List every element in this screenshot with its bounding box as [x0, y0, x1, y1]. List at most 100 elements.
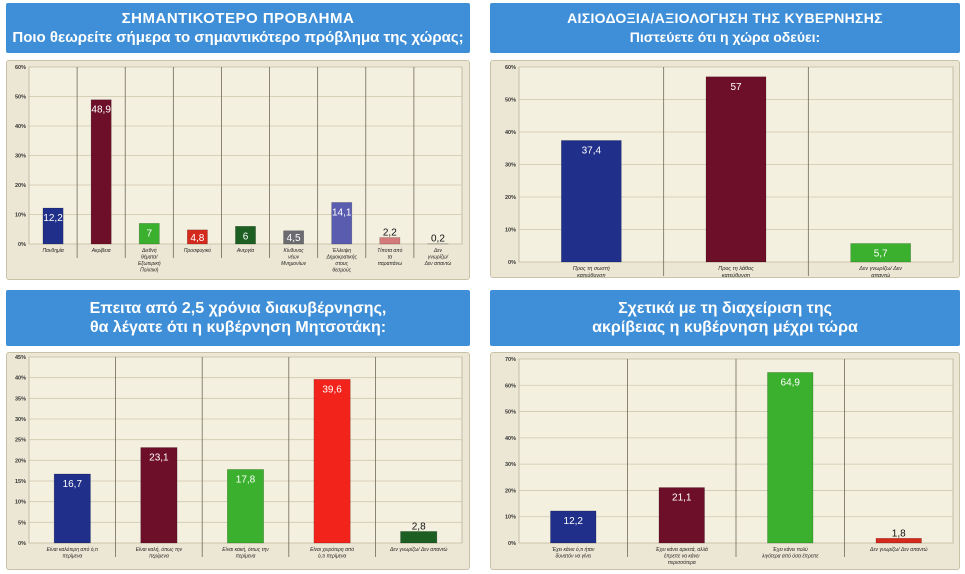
chart-area: 0% 10% 20% 30% 40% 50% 60% 70% 12,2 Έχει κάνει ό,… [490, 352, 960, 570]
y-tick-label: 50% [15, 95, 26, 101]
chart-header: Σχετικά με τη διαχείριση της ακρίβειας η… [490, 290, 960, 346]
bar-chart: 0% 5% 10% 15% 20% 25% 30% 35% 40% 45% 16,7 Είναι κα… [15, 355, 463, 560]
y-tick-label: 10% [505, 228, 516, 234]
y-tick-label: 50% [505, 410, 516, 416]
bar [186, 229, 208, 245]
bar [313, 379, 351, 544]
x-tick-label: Είναι κακή, όπως την περίμενα [222, 546, 269, 560]
y-tick-label: 10% [15, 500, 26, 506]
x-tick-label: Τίποτα από τα παραπάνω [377, 247, 402, 267]
chart-panel-problem: ΣΗΜΑΝΤΙΚΟΤΕΡΟ ΠΡΟΒΛΗΜΑ Ποιο θεωρείτε σήμ… [6, 3, 470, 280]
bar [875, 537, 922, 544]
bar [90, 99, 112, 245]
data-label: 64,9 [781, 377, 801, 388]
chart-title: Επειτα από 2,5 χρόνια διακυβέρνησης, [89, 300, 387, 317]
data-label: 0,2 [431, 233, 445, 244]
bar [331, 202, 353, 245]
x-tick-label: Δεν γνωρίζω/ Δεν απαντώ [869, 546, 928, 553]
x-tick-label: Έχει κάνει αρκετά, αλλά έπρεπε να κάνει πε… [656, 547, 708, 566]
data-label: 57 [730, 82, 742, 93]
y-tick-label: 30% [15, 154, 26, 160]
chart-panel-prices: Σχετικά με τη διαχείριση της ακρίβειας η… [490, 290, 960, 570]
chart-subtitle: Ποιο θεωρείτε σήμερα το σημαντικότερο πρ… [12, 29, 464, 46]
x-tick-label: Δεν γνωρίζω/ Δεν απαντώ [858, 266, 902, 277]
chart-subtitle: θα λέγατε ότι η κυβέρνηση Μητσοτάκη: [89, 319, 387, 336]
chart-header: Επειτα από 2,5 χρόνια διακυβέρνησης, θα … [6, 290, 470, 346]
y-tick-label: 40% [15, 124, 26, 130]
chart-title: ΑΙΣΙΟΔΟΞΙΑ/ΑΞΙΟΛΟΓΗΣΗ ΤΗΣ ΚΥΒΕΡΝΗΣΗΣ [567, 10, 883, 26]
bar [705, 76, 767, 263]
data-label: 1,8 [892, 528, 906, 539]
chart-title: Σχετικά με τη διαχείριση της [618, 300, 832, 317]
bar [227, 469, 264, 544]
chart-area: 0% 10% 20% 30% 40% 50% 60% 12,2 Πανδημία 48,9 Ακρί… [6, 60, 470, 280]
bar [400, 531, 438, 544]
x-tick-label: Προς τη σωστή κατεύθυνση [573, 265, 610, 277]
bar [427, 243, 449, 245]
x-tick-label: Είναι καλύτερη από ό,τι περίμενα [47, 546, 99, 560]
y-tick-label: 40% [505, 436, 516, 442]
y-tick-label: 70% [505, 357, 516, 363]
chart-area: 0% 5% 10% 15% 20% 25% 30% 35% 40% 45% 16,7 Είναι κα… [6, 352, 470, 570]
bar [550, 510, 597, 544]
y-tick-label: 30% [15, 417, 26, 423]
bar-chart: 0% 10% 20% 30% 40% 50% 60% 70% 12,2 Έχει κάνει ό,… [505, 357, 954, 566]
bar-chart: 0% 10% 20% 30% 40% 50% 60% 37,4 Προς τη σωστή κατ… [505, 65, 954, 277]
data-label: 39,6 [322, 384, 342, 395]
x-tick-label: Είναι καλή, όπως την περίμενα [136, 546, 183, 560]
y-tick-label: 25% [15, 438, 26, 444]
x-tick-label: Πανδημία [42, 248, 63, 254]
data-label: 12,2 [564, 516, 584, 527]
y-tick-label: 0% [18, 242, 26, 248]
y-tick-label: 40% [15, 376, 26, 382]
y-tick-label: 20% [505, 488, 516, 494]
y-tick-label: 5% [18, 520, 26, 526]
y-tick-label: 10% [505, 515, 516, 521]
data-label: 23,1 [149, 453, 169, 464]
data-label: 7 [146, 228, 152, 239]
x-tick-label: Είναι χειρότερη από ό,τι περίμενα [310, 546, 354, 560]
y-tick-label: 20% [15, 458, 26, 464]
x-tick-label: Έχει κάνει ό,τι ήταν δυνατόν να γίνει [552, 546, 595, 560]
data-label: 48,9 [91, 105, 111, 116]
y-tick-label: 35% [15, 396, 26, 402]
bar [379, 237, 401, 245]
bar [767, 372, 814, 544]
bar [42, 207, 64, 245]
y-tick-label: 60% [505, 65, 516, 71]
data-label: 2,2 [383, 228, 397, 239]
bar [658, 487, 705, 544]
x-tick-label: Ακρίβεια [91, 248, 111, 254]
data-label: 4,8 [190, 233, 204, 244]
y-tick-label: 0% [508, 541, 516, 547]
data-label: 14,1 [332, 207, 352, 218]
data-label: 6 [243, 231, 249, 242]
x-tick-label: Προς τη λάθος κατεύθυνση [718, 266, 754, 277]
y-tick-label: 30% [505, 462, 516, 468]
chart-header: ΣΗΜΑΝΤΙΚΟΤΕΡΟ ΠΡΟΒΛΗΜΑ Ποιο θεωρείτε σήμ… [6, 3, 470, 53]
y-tick-label: 30% [505, 163, 516, 169]
bar [283, 230, 305, 245]
y-tick-label: 50% [505, 98, 516, 104]
bar [53, 473, 91, 544]
bar [561, 140, 622, 263]
y-tick-label: 10% [15, 213, 26, 219]
bar-chart: 0% 10% 20% 30% 40% 50% 60% 12,2 Πανδημία 48,9 Ακρί… [15, 65, 463, 274]
data-label: 12,2 [43, 213, 63, 224]
data-label: 16,7 [63, 479, 83, 490]
x-tick-label: Δεν γνωρίζω/ Δεν απαντώ [389, 546, 448, 553]
data-label: 2,8 [412, 521, 426, 532]
y-tick-label: 0% [18, 541, 26, 547]
data-label: 4,5 [287, 233, 301, 244]
data-label: 5,7 [874, 248, 888, 259]
x-tick-label: Κίνδυνος νέων Μνημονίων [281, 248, 306, 267]
chart-title: ΣΗΜΑΝΤΙΚΟΤΕΡΟ ΠΡΟΒΛΗΜΑ [121, 10, 355, 27]
chart-subtitle: Πιστεύετε ότι η χώρα οδεύει: [629, 29, 821, 45]
x-tick-label: Ανεργία [236, 248, 254, 254]
chart-area: 0% 10% 20% 30% 40% 50% 60% 37,4 Προς τη σωστή κατ… [490, 60, 960, 278]
chart-subtitle: ακρίβειας η κυβέρνηση μέχρι τώρα [592, 319, 858, 336]
x-tick-label: Έλλειψη Δημοκρατικής στους θεσμούς [325, 248, 357, 274]
bar [138, 223, 160, 245]
y-tick-label: 45% [15, 355, 26, 361]
data-label: 21,1 [672, 493, 692, 504]
